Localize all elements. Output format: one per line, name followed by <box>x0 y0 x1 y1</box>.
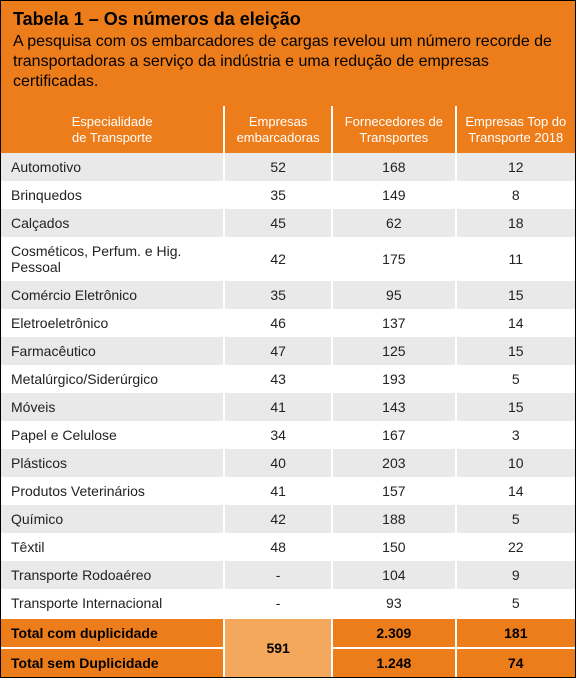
row-value: 8 <box>456 181 575 209</box>
row-value: 193 <box>332 365 456 393</box>
row-value: 137 <box>332 309 456 337</box>
row-label: Eletroeletrônico <box>1 309 224 337</box>
row-value: 15 <box>456 393 575 421</box>
row-label: Comércio Eletrônico <box>1 281 224 309</box>
row-value: 42 <box>224 505 332 533</box>
row-value: 167 <box>332 421 456 449</box>
row-value: 43 <box>224 365 332 393</box>
row-label: Metalúrgico/Siderúrgico <box>1 365 224 393</box>
row-label: Plásticos <box>1 449 224 477</box>
row-value: 22 <box>456 533 575 561</box>
row-value: 41 <box>224 477 332 505</box>
row-value: 41 <box>224 393 332 421</box>
total-value: 74 <box>456 648 575 677</box>
row-value: 46 <box>224 309 332 337</box>
row-label: Papel e Celulose <box>1 421 224 449</box>
row-label: Brinquedos <box>1 181 224 209</box>
total-label: Total com duplicidade <box>1 618 224 648</box>
row-value: 157 <box>332 477 456 505</box>
row-value: 52 <box>224 153 332 181</box>
table-row: Farmacêutico4712515 <box>1 337 575 365</box>
row-value: 93 <box>332 589 456 618</box>
table-row: Comércio Eletrônico359515 <box>1 281 575 309</box>
row-value: 150 <box>332 533 456 561</box>
total-value: 181 <box>456 618 575 648</box>
row-value: 168 <box>332 153 456 181</box>
table-row: Têxtil4815022 <box>1 533 575 561</box>
row-value: 15 <box>456 337 575 365</box>
row-value: 40 <box>224 449 332 477</box>
row-value: 62 <box>332 209 456 237</box>
row-label: Calçados <box>1 209 224 237</box>
col-header: Especialidadede Transporte <box>1 106 224 153</box>
col-header: Empresas Top doTransporte 2018 <box>456 106 575 153</box>
row-value: 35 <box>224 181 332 209</box>
total-value: 1.248 <box>332 648 456 677</box>
row-value: 14 <box>456 309 575 337</box>
row-value: 188 <box>332 505 456 533</box>
data-table: Especialidadede Transporte Empresasembar… <box>1 106 575 677</box>
table-row: Plásticos4020310 <box>1 449 575 477</box>
row-value: - <box>224 589 332 618</box>
table-row: Eletroeletrônico4613714 <box>1 309 575 337</box>
total-label: Total sem Duplicidade <box>1 648 224 677</box>
row-value: - <box>224 561 332 589</box>
row-value: 18 <box>456 209 575 237</box>
row-value: 3 <box>456 421 575 449</box>
row-value: 15 <box>456 281 575 309</box>
card-header: Tabela 1 – Os números da eleição A pesqu… <box>1 1 575 106</box>
table-row: Produtos Veterinários4115714 <box>1 477 575 505</box>
table-row: Químico421885 <box>1 505 575 533</box>
table-body: Automotivo5216812Brinquedos351498Calçado… <box>1 153 575 618</box>
row-label: Móveis <box>1 393 224 421</box>
row-value: 12 <box>456 153 575 181</box>
row-value: 35 <box>224 281 332 309</box>
table-row: Papel e Celulose341673 <box>1 421 575 449</box>
row-value: 5 <box>456 365 575 393</box>
total-merged-value: 591 <box>224 618 332 677</box>
row-value: 143 <box>332 393 456 421</box>
table-row: Transporte Internacional-935 <box>1 589 575 618</box>
row-label: Transporte Rodoaéreo <box>1 561 224 589</box>
row-value: 203 <box>332 449 456 477</box>
row-value: 149 <box>332 181 456 209</box>
row-value: 9 <box>456 561 575 589</box>
row-value: 14 <box>456 477 575 505</box>
row-label: Produtos Veterinários <box>1 477 224 505</box>
row-label: Automotivo <box>1 153 224 181</box>
row-value: 5 <box>456 589 575 618</box>
row-value: 175 <box>332 237 456 281</box>
col-header: Fornecedores deTransportes <box>332 106 456 153</box>
row-value: 42 <box>224 237 332 281</box>
table-row: Transporte Rodoaéreo-1049 <box>1 561 575 589</box>
row-value: 104 <box>332 561 456 589</box>
row-value: 48 <box>224 533 332 561</box>
row-value: 10 <box>456 449 575 477</box>
table-row: Metalúrgico/Siderúrgico431935 <box>1 365 575 393</box>
row-value: 34 <box>224 421 332 449</box>
row-value: 45 <box>224 209 332 237</box>
table-head: Especialidadede Transporte Empresasembar… <box>1 106 575 153</box>
row-label: Transporte Internacional <box>1 589 224 618</box>
row-label: Farmacêutico <box>1 337 224 365</box>
row-value: 5 <box>456 505 575 533</box>
table-row: Automotivo5216812 <box>1 153 575 181</box>
row-label: Têxtil <box>1 533 224 561</box>
table-row: Móveis4114315 <box>1 393 575 421</box>
row-value: 95 <box>332 281 456 309</box>
row-value: 47 <box>224 337 332 365</box>
col-header: Empresasembarcadoras <box>224 106 332 153</box>
row-value: 125 <box>332 337 456 365</box>
row-label: Químico <box>1 505 224 533</box>
row-value: 11 <box>456 237 575 281</box>
table-row: Calçados456218 <box>1 209 575 237</box>
table-card: Tabela 1 – Os números da eleição A pesqu… <box>0 0 576 678</box>
row-label: Cosméticos, Perfum. e Hig. Pessoal <box>1 237 224 281</box>
table-foot: Total com duplicidade 591 2.309 181 Tota… <box>1 618 575 677</box>
table-row: Cosméticos, Perfum. e Hig. Pessoal421751… <box>1 237 575 281</box>
total-value: 2.309 <box>332 618 456 648</box>
card-title: Tabela 1 – Os números da eleição <box>13 9 563 30</box>
table-row: Brinquedos351498 <box>1 181 575 209</box>
card-subtitle: A pesquisa com os embarcadores de cargas… <box>13 32 563 92</box>
